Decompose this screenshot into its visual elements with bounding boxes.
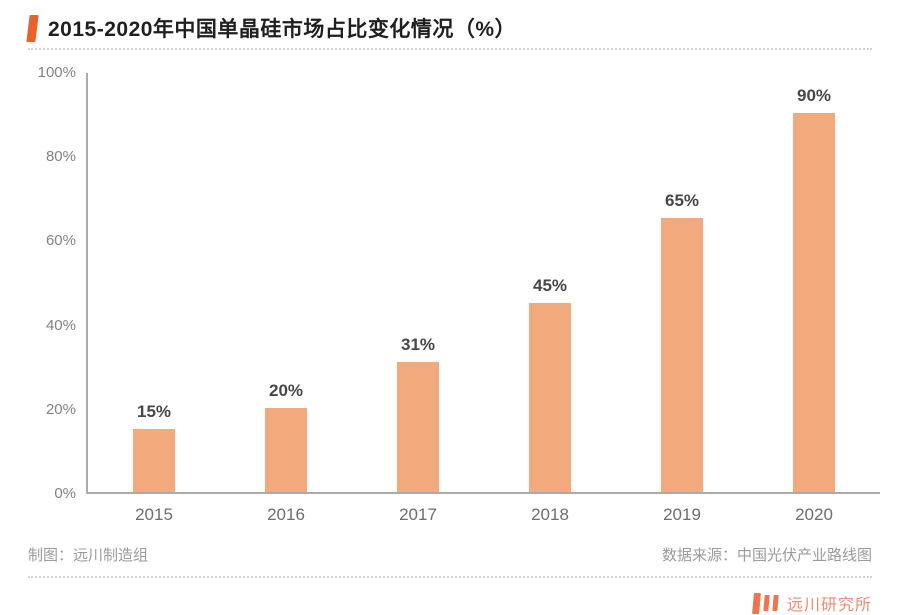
bar bbox=[397, 361, 439, 492]
bar-value-label: 20% bbox=[268, 380, 304, 400]
bar bbox=[661, 218, 703, 492]
header: 2015-2020年中国单晶硅市场占比变化情况（%） bbox=[26, 8, 872, 48]
x-tick-label: 2016 bbox=[267, 505, 305, 524]
x-tick-label: 2019 bbox=[663, 505, 701, 524]
plot-wrap: 15% 20% 31% 45% 65% 90% 2015 2016 2017 2018 2019 2… bbox=[86, 73, 880, 525]
bar-slot: 45% bbox=[484, 73, 616, 492]
bar-value-label: 31% bbox=[400, 334, 436, 354]
chart-title: 2015-2020年中国单晶硅市场占比变化情况（%） bbox=[48, 18, 517, 41]
bar-slot: 90% bbox=[748, 73, 880, 492]
bar-slot: 15% bbox=[88, 73, 220, 492]
y-tick-label: 100% bbox=[37, 64, 76, 81]
y-tick-label: 0% bbox=[54, 485, 76, 502]
brand-name: 远川研究所 bbox=[786, 597, 872, 614]
y-axis: 0% 20% 40% 60% 80% 100% bbox=[28, 64, 86, 502]
y-tick-label: 20% bbox=[45, 400, 76, 418]
bar-slot: 31% bbox=[352, 73, 484, 492]
credit-row: 制图：远川制造组 数据来源：中国光伏产业路线图 bbox=[28, 544, 872, 576]
x-tick-label: 2020 bbox=[795, 505, 833, 524]
bar bbox=[133, 428, 175, 492]
bar-slot: 20% bbox=[220, 73, 352, 492]
plot-area: 15% 20% 31% 45% 65% 90% bbox=[86, 73, 880, 494]
bar-value-label: 15% bbox=[136, 401, 172, 421]
y-tick-label: 60% bbox=[45, 232, 76, 250]
credit-text: 制图：远川制造组 bbox=[28, 547, 149, 564]
bar-value-label: 45% bbox=[532, 275, 568, 295]
brand-logo-icon bbox=[752, 592, 779, 614]
bar-chart: 0% 20% 40% 60% 80% 100% 15% 20% 31% 45% 65% 90% 20… bbox=[28, 64, 880, 525]
bottom-divider bbox=[28, 576, 872, 578]
top-divider bbox=[28, 48, 872, 50]
bar-slot: 65% bbox=[616, 73, 748, 492]
brand-row: 远川研究所 bbox=[28, 591, 872, 615]
bar bbox=[793, 113, 835, 492]
title-accent-bar bbox=[26, 14, 39, 42]
y-tick-label: 40% bbox=[45, 316, 76, 334]
x-tick-label: 2015 bbox=[135, 505, 173, 524]
x-tick-label: 2018 bbox=[531, 505, 569, 524]
x-tick-label: 2017 bbox=[399, 505, 437, 524]
source-text: 数据来源：中国光伏产业路线图 bbox=[661, 547, 872, 564]
bar bbox=[529, 302, 571, 492]
bar-value-label: 90% bbox=[796, 86, 832, 106]
x-axis: 2015 2016 2017 2018 2019 2020 bbox=[88, 494, 880, 525]
bar bbox=[265, 407, 307, 492]
y-tick-label: 80% bbox=[45, 148, 76, 166]
bar-value-label: 65% bbox=[664, 191, 700, 211]
